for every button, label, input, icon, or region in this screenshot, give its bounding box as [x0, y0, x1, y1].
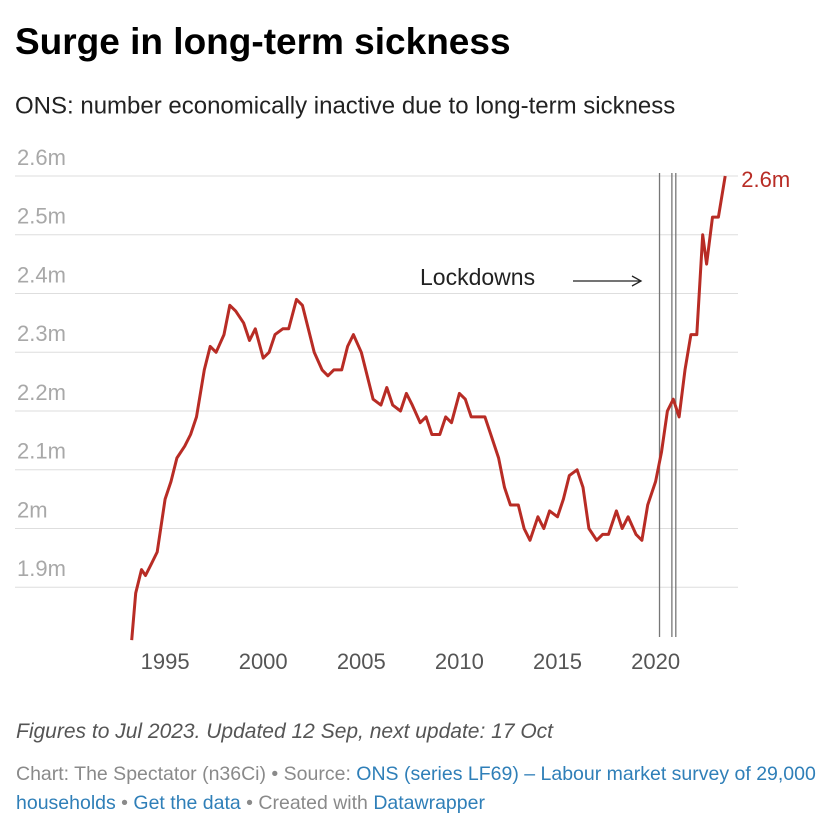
chart-title: Surge in long-term sickness: [15, 21, 511, 62]
x-tick-label: 2015: [533, 649, 582, 674]
data-line: [130, 175, 727, 641]
x-tick-label: 2010: [435, 649, 484, 674]
x-tick-label: 1995: [141, 649, 190, 674]
x-tick-label: 2000: [239, 649, 288, 674]
y-tick-label: 2.1m: [17, 439, 66, 464]
y-tick-label: 2.6m: [17, 145, 66, 170]
annotation-arrowhead: [631, 275, 643, 287]
y-tick-label: 2m: [17, 497, 48, 522]
credit-link[interactable]: Datawrapper: [373, 792, 485, 814]
credit-link[interactable]: ONS (series LF69) – Labour market survey…: [16, 763, 816, 814]
credit-text: Chart: The Spectator (n36Ci) • Source:: [16, 763, 357, 785]
credit: Chart: The Spectator (n36Ci) • Source: O…: [16, 760, 816, 818]
y-tick-label: 2.4m: [17, 262, 66, 287]
y-tick-label: 2.5m: [17, 204, 66, 229]
end-label: 2.6m: [741, 167, 790, 192]
credit-text: • Created with: [240, 792, 374, 814]
annotation: Lockdowns: [420, 264, 535, 290]
note: Figures to Jul 2023. Updated 12 Sep, nex…: [16, 720, 554, 743]
chart-subtitle: ONS: number economically inactive due to…: [15, 92, 675, 119]
credit-link[interactable]: Get the data: [133, 792, 241, 814]
chart: Surge in long-term sickness ONS: number …: [15, 21, 790, 674]
y-tick-label: 2.2m: [17, 380, 66, 405]
y-tick-label: 2.3m: [17, 321, 66, 346]
credit-text: •: [115, 792, 134, 814]
y-tick-label: 1.9m: [17, 556, 66, 581]
x-tick-label: 2005: [337, 649, 386, 674]
x-tick-label: 2020: [631, 649, 680, 674]
